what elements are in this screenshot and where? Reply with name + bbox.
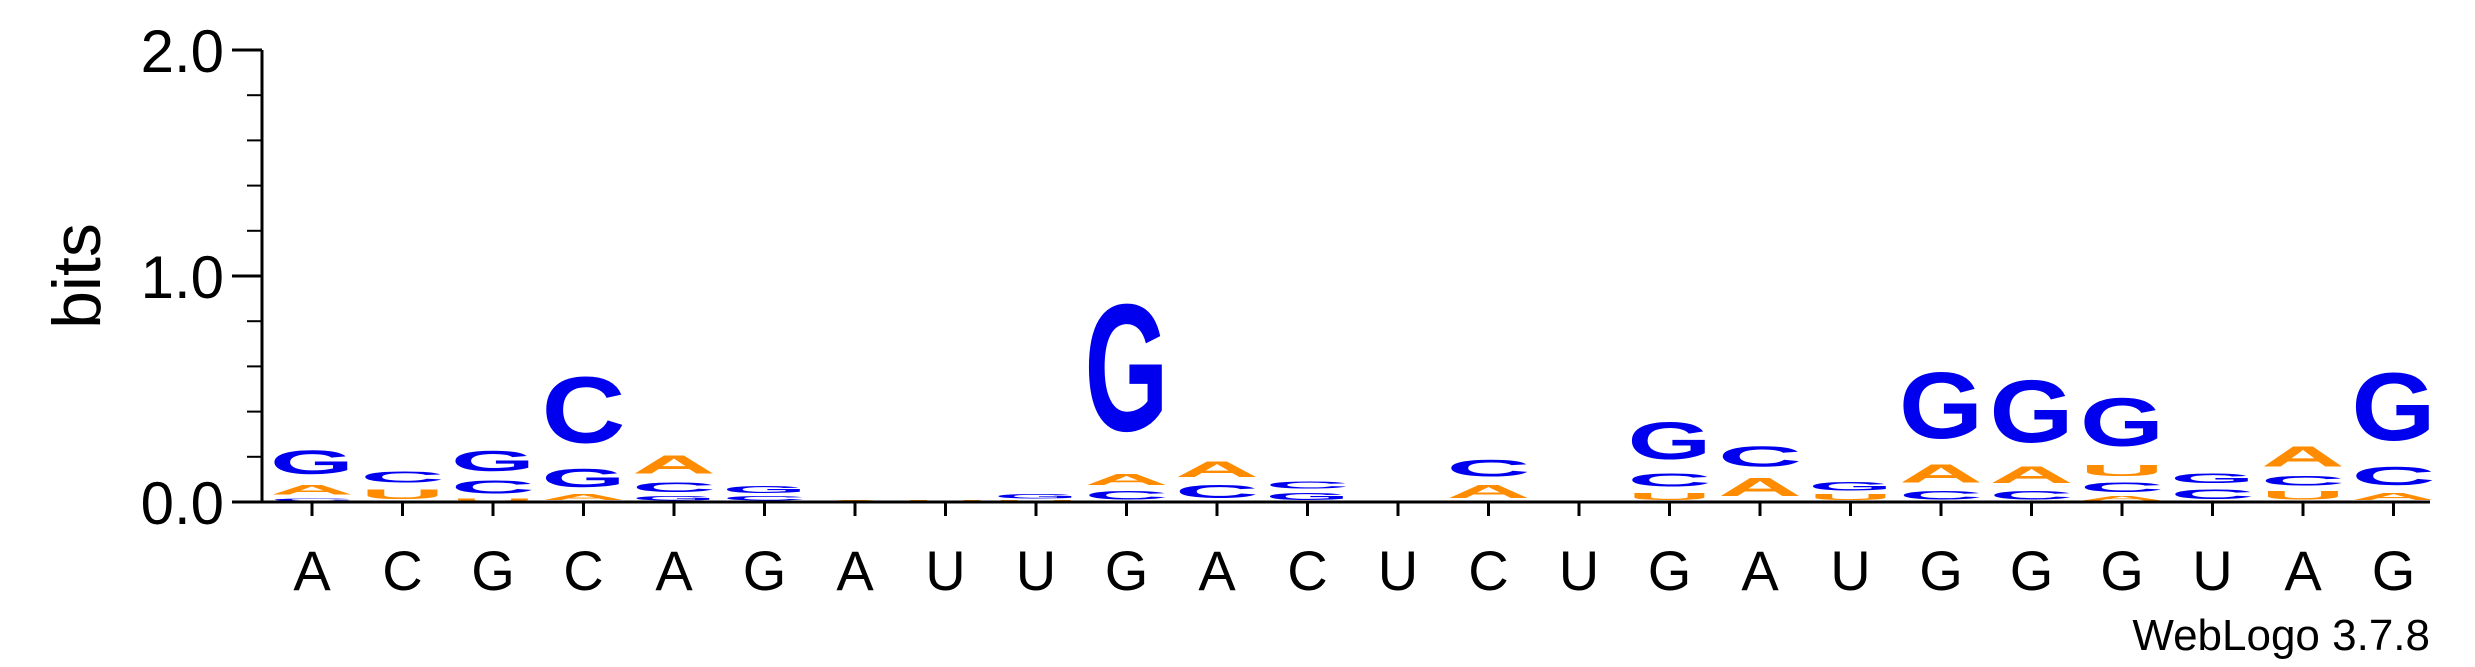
- logo-letter-g: G: [1628, 411, 1712, 470]
- logo-letter-c: C: [1265, 479, 1349, 490]
- logo-letter-g: G: [1266, 491, 1350, 502]
- logo-letter-a: A: [2351, 491, 2435, 502]
- logo-letter-c: C: [632, 479, 716, 495]
- logo-letter-u: U: [451, 498, 535, 502]
- logo-letter-c: C: [1899, 488, 1983, 502]
- position-label: C: [563, 539, 603, 602]
- position-label: G: [1648, 539, 1692, 602]
- logo-letter-g: G: [451, 446, 535, 478]
- logo-letter-u: U: [361, 486, 445, 502]
- logo-letter-u: U: [1808, 493, 1892, 502]
- position-label: A: [1198, 539, 1236, 602]
- logo-letter-u: U: [1627, 491, 1711, 502]
- logo-letter-c: C: [2171, 486, 2255, 502]
- position-label: U: [1378, 539, 1418, 602]
- position-label: G: [2100, 539, 2144, 602]
- logo-letter-c: C: [541, 358, 625, 463]
- y-tick-label: 1.0: [141, 244, 224, 311]
- logo-letter-c: C: [723, 495, 807, 502]
- position-label: G: [1105, 539, 1149, 602]
- logo-letter-a: A: [1085, 470, 1169, 488]
- position-label: A: [655, 539, 693, 602]
- logo-letter-g: G: [1809, 479, 1893, 493]
- y-tick-label: 2.0: [141, 18, 224, 85]
- y-axis-label: bits: [39, 223, 115, 329]
- position-label: C: [1468, 539, 1508, 602]
- logo-letter-g: G: [632, 495, 716, 502]
- logo-letter-g: G: [1085, 266, 1169, 469]
- logo-letter-g: G: [2080, 385, 2164, 462]
- logo-letter-c: C: [361, 468, 445, 486]
- logo-letter-c: C: [2351, 461, 2435, 490]
- position-label: G: [2010, 539, 2054, 602]
- position-label: U: [1830, 539, 1870, 602]
- position-label: U: [1559, 539, 1599, 602]
- logo-letter-g: G: [2171, 470, 2255, 486]
- logo-letter-g: G: [542, 463, 626, 492]
- logo-letter-a: A: [270, 482, 354, 498]
- position-label: G: [743, 539, 787, 602]
- position-label: A: [293, 539, 331, 602]
- logo-letter-c: C: [1989, 488, 2073, 502]
- position-label: G: [2372, 539, 2416, 602]
- logo-letter-g: G: [2352, 352, 2436, 461]
- position-label: C: [382, 539, 422, 602]
- weblogo-credit: WebLogo 3.7.8: [2132, 611, 2430, 660]
- logo-letter-g: G: [1990, 362, 2074, 461]
- logo-letter-a: A: [632, 450, 716, 479]
- position-label: U: [1016, 539, 1056, 602]
- logo-letter-u: U: [2080, 461, 2164, 479]
- logo-letter-c: C: [1446, 454, 1530, 481]
- logo-letter-c: C: [1175, 482, 1259, 502]
- letter-stacks: CAGUCUCGAGCGCACGAUUGCAGCAGCACUCGACUGCAGC…: [270, 266, 2435, 502]
- logo-letter-g: G: [1899, 352, 1983, 458]
- logo-letter-a: A: [2261, 441, 2345, 473]
- logo-letter-c: C: [1084, 488, 1168, 502]
- logo-letter-g: G: [994, 493, 1078, 500]
- logo-letter-g: G: [723, 484, 807, 495]
- logo-letter-a: A: [1175, 457, 1259, 482]
- position-label: A: [1741, 539, 1779, 602]
- logo-letter-a: A: [541, 493, 625, 502]
- logo-letter-a: A: [1899, 459, 1983, 488]
- logo-letter-c: C: [1718, 441, 1802, 473]
- logo-letter-c: C: [451, 477, 535, 497]
- logo-letter-c: C: [2261, 473, 2345, 489]
- logo-letter-c: C: [270, 498, 354, 502]
- y-axis-ticks: 0.0 1.0 2.0: [141, 18, 262, 537]
- logo-letter-u: U: [2261, 488, 2345, 502]
- logo-letter-a: A: [1989, 461, 2073, 488]
- logo-letter-c: C: [1628, 470, 1712, 490]
- position-label: C: [1287, 539, 1327, 602]
- logo-letter-a: A: [1447, 482, 1531, 502]
- position-label: G: [1919, 539, 1963, 602]
- y-tick-label: 0.0: [141, 470, 224, 537]
- position-label: A: [2284, 539, 2322, 602]
- logo-letter-a: A: [2080, 495, 2164, 502]
- position-label: U: [925, 539, 965, 602]
- position-label: G: [471, 539, 515, 602]
- position-label: A: [836, 539, 874, 602]
- position-label: U: [2192, 539, 2232, 602]
- logo-letter-g: G: [270, 443, 354, 482]
- logo-letter-a: A: [1718, 473, 1802, 502]
- logo-letter-c: C: [2080, 479, 2164, 495]
